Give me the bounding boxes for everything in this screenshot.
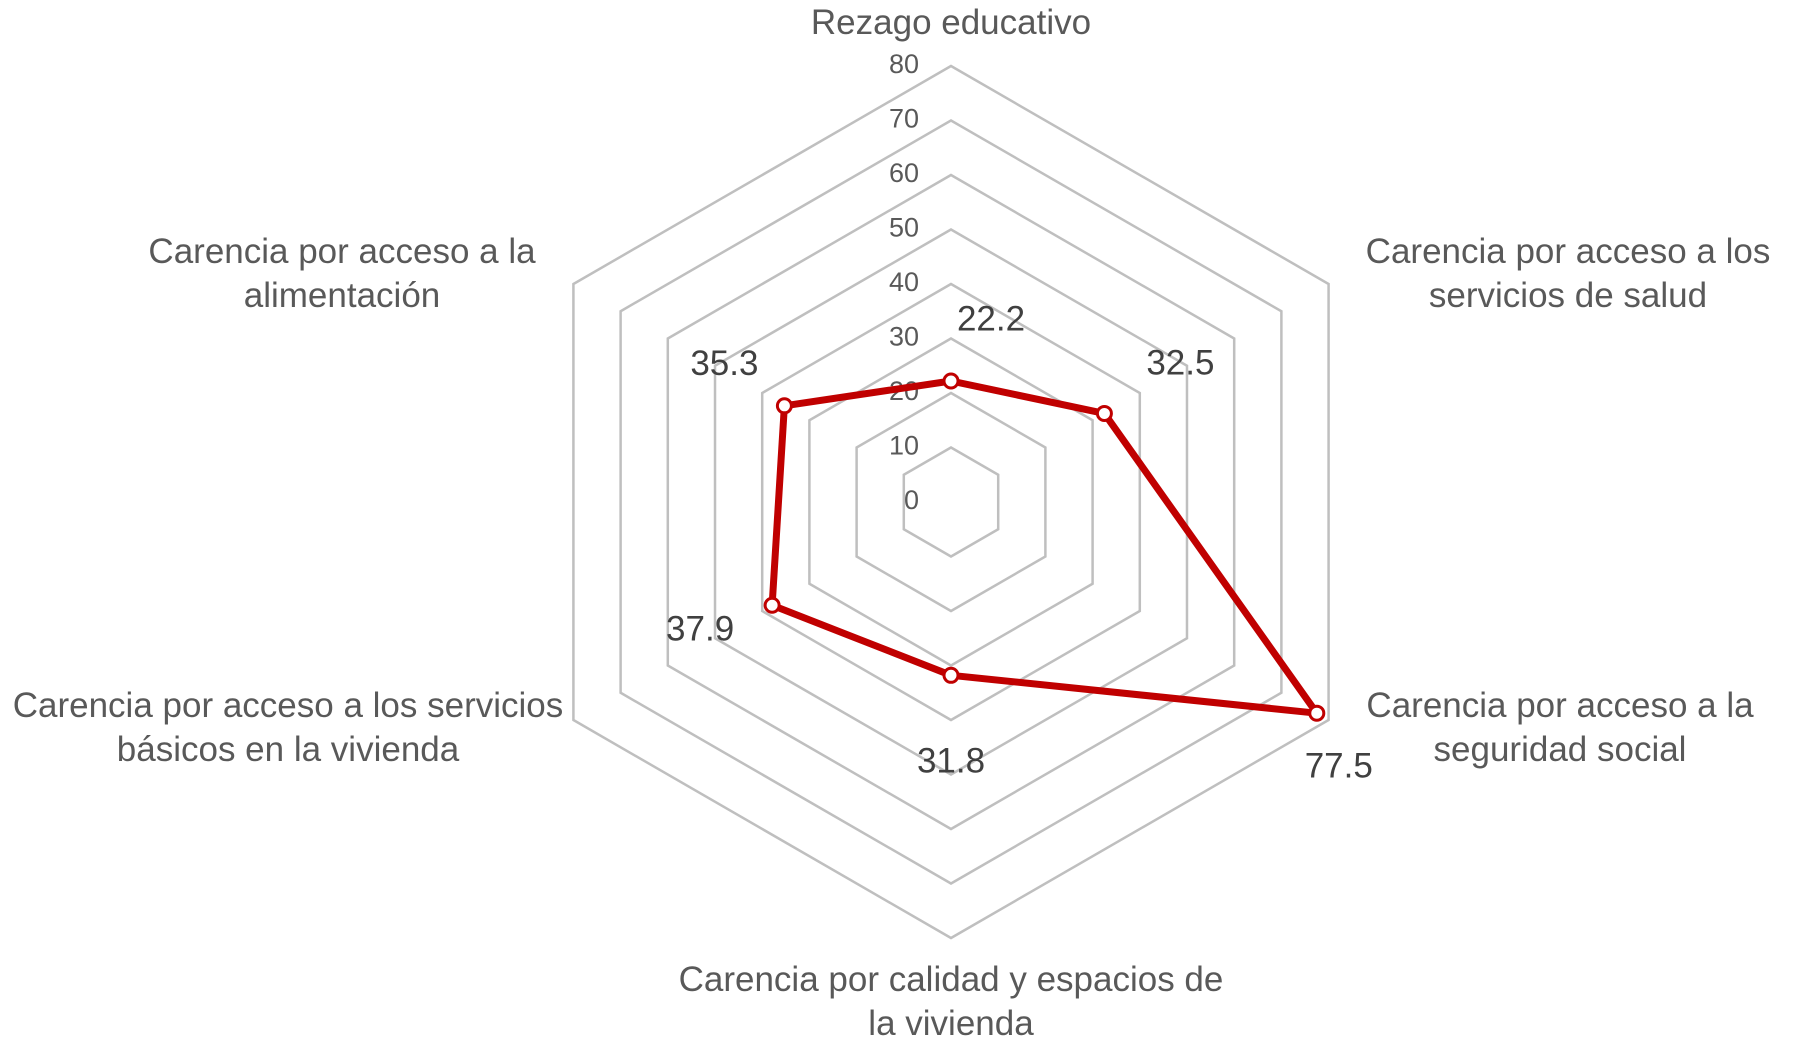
category-label: Rezago educativo [810,3,1092,42]
category-label: Carencia por acceso a los servicios de s… [1365,232,1771,315]
grid-ring [760,282,1142,722]
category-label: Carencia por acceso a la alimentación [148,232,536,315]
grid-ring [666,173,1236,831]
data-point [942,666,960,684]
r-tick-label: 30 [889,322,919,352]
data-point [1095,404,1113,422]
category-label: Carencia por acceso a los servicios bási… [12,686,564,769]
category-label: Carencia por calidad y espacios de la vi… [678,960,1224,1040]
grid-ring [855,391,1047,613]
data-label: 31.8 [917,742,985,781]
grid-ring [572,64,1330,940]
r-tick-label: 0 [904,485,919,515]
data-label: 77.5 [1305,746,1373,785]
data-point [775,397,793,415]
category-label: Carencia por acceso a la seguridad socia… [1366,686,1754,769]
data-label: 32.5 [1146,344,1214,383]
r-tick-label: 10 [889,431,919,461]
grid-ring [808,337,1094,667]
data-label: 37.9 [666,610,734,649]
data-label: 35.3 [690,344,758,383]
r-tick-label: 60 [889,158,919,188]
r-tick-label: 50 [889,213,919,243]
grid-ring [619,119,1283,885]
grid-ring [902,446,1000,558]
r-tick-label: 70 [889,104,919,134]
data-point [942,372,960,390]
r-tick-label: 80 [889,49,919,79]
data-label: 22.2 [957,299,1025,338]
r-tick-label: 40 [889,267,919,297]
data-point [763,596,781,614]
grid-ring [713,228,1189,776]
data-point [1308,704,1326,722]
